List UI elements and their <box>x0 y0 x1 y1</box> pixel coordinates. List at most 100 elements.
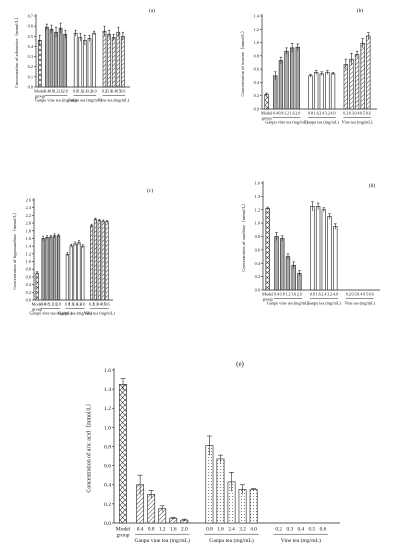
model-bar <box>119 384 127 524</box>
group-name: Ganpu vine tea (mg/mL) <box>265 120 308 125</box>
x-tick-label: 4.0 <box>92 89 97 94</box>
x-tick-label: 1.6 <box>291 292 296 297</box>
model-bar <box>265 208 270 291</box>
y-tick-label: 1.0 <box>104 425 111 431</box>
y-tick-label: 0.6 <box>104 464 111 470</box>
x-tick-label: 0.3 <box>349 111 354 116</box>
chart-panel: (e) 0.0 0.2 0.4 0.6 0.8 1.0 1.2 1.4 1.6 Concentrat… <box>85 360 340 544</box>
y-tick-label: 0.8 <box>255 234 260 239</box>
y-tick-label: 0.6 <box>26 274 32 279</box>
x-tick-label: 3.2 <box>327 292 332 297</box>
bar <box>315 206 321 291</box>
model-group-label: group <box>262 115 272 120</box>
bar <box>97 220 101 301</box>
chart-panel: (d) 0.0 0.2 0.4 0.6 0.8 1.0 1.2 1.4 1.6 Concentrat… <box>241 181 380 306</box>
y-tick-label: 1.8 <box>26 228 31 233</box>
x-tick-label: 4.0 <box>250 526 257 532</box>
bar <box>73 32 78 88</box>
y-tick-label: 0.5 <box>28 34 33 39</box>
y-tick-label: 0.8 <box>26 267 31 272</box>
bar <box>325 72 330 110</box>
x-tick-label: 0.4 <box>137 526 144 532</box>
bar <box>147 494 156 524</box>
group-name: Vine tea (mg/mL) <box>344 301 375 306</box>
x-tick-label: 0.4 <box>44 89 49 94</box>
x-tick-label: 2.4 <box>228 526 235 532</box>
y-tick-label: 0.8 <box>104 444 111 450</box>
x-tick-label: 2.4 <box>82 89 87 94</box>
bar <box>278 60 284 110</box>
y-tick-label: 1.2 <box>104 406 111 412</box>
bar <box>49 28 54 88</box>
x-tick-label: 2.0 <box>63 89 68 94</box>
panel-label: (e) <box>236 360 244 368</box>
y-tick-label: 0.2 <box>26 290 31 295</box>
bar <box>360 42 365 110</box>
bar <box>49 236 53 301</box>
bar <box>53 235 57 301</box>
x-tick-label: 3.2 <box>76 302 81 307</box>
x-tick-label: 0.8 <box>308 111 313 116</box>
bar <box>280 238 285 291</box>
x-tick-label: 0.5 <box>363 292 368 297</box>
x-tick-label: 0.2 <box>89 302 94 307</box>
x-tick-label: 1.2 <box>159 526 166 532</box>
bar <box>105 221 109 301</box>
bar <box>343 64 348 110</box>
y-tick-label: 2.2 <box>26 213 31 218</box>
y-tick-label: 1.6 <box>255 181 261 186</box>
group-name: Ganpu vine tea (mg/mL) <box>267 301 310 306</box>
x-tick-label: 0.6 <box>104 302 109 307</box>
x-tick-label: 1.6 <box>69 302 74 307</box>
x-tick-label: 0.5 <box>360 111 365 116</box>
x-tick-label: 0.8 <box>73 89 78 94</box>
y-tick-label: 0.4 <box>255 261 261 266</box>
x-tick-label: 0.5 <box>116 89 121 94</box>
group-name: Ganpu vine tea (mg/mL) <box>134 537 190 544</box>
y-tick-label: 2.4 <box>26 205 32 210</box>
bar <box>69 245 73 301</box>
bar <box>78 36 83 88</box>
y-tick-label: 1.6 <box>104 368 111 374</box>
bar <box>291 264 296 291</box>
model-bar <box>264 94 269 110</box>
x-tick-label: 2.0 <box>295 111 300 116</box>
y-tick-label: 0.0 <box>104 521 111 527</box>
y-axis-label: Concentration of inosine（mmol/L） <box>240 29 245 97</box>
y-axis-label: Concentration of xanthine（mmol/L） <box>241 201 246 272</box>
x-tick-label: 0.8 <box>148 526 155 532</box>
chart-panel: (a)0.00.10.20.30.40.50.60.7Concentration… <box>14 7 155 103</box>
y-tick-label: 0.1 <box>28 74 33 79</box>
chart-panel: (b) 0.0 0.2 0.4 0.6 0.8 1.0 1.2 1.4 Concentration… <box>240 7 377 125</box>
x-tick-label: 1.6 <box>316 292 321 297</box>
bar <box>205 445 214 524</box>
y-tick-label: 0.8 <box>254 53 259 58</box>
bar <box>327 216 332 291</box>
bar <box>45 26 49 88</box>
panel-label: (c) <box>147 187 153 194</box>
x-tick-label: 0.8 <box>310 292 315 297</box>
model-group-label: group <box>263 296 273 301</box>
x-tick-label: 0.8 <box>65 302 70 307</box>
x-tick-label: 0.2 <box>275 526 282 532</box>
x-tick-label: 0.4 <box>41 302 46 307</box>
x-tick-label: 1.2 <box>48 302 53 307</box>
model-group-label: Model <box>34 89 46 94</box>
bar <box>238 489 247 524</box>
bar <box>77 242 81 301</box>
y-tick-label: 0.0 <box>26 298 31 303</box>
model-bar <box>35 272 39 301</box>
x-tick-label: 1.6 <box>170 526 177 532</box>
y-tick-label: 0.0 <box>255 288 260 293</box>
model-group-label: group <box>32 306 42 311</box>
bar <box>107 33 111 88</box>
y-tick-label: 0.0 <box>28 85 33 90</box>
y-tick-label: 1.0 <box>255 221 260 226</box>
x-tick-label: 1.2 <box>284 111 289 116</box>
x-tick-label: 0.2 <box>343 111 348 116</box>
chart-panel: (c)0.00.20.40.60.81.01.21.41.61.82.02.22… <box>12 187 153 316</box>
bar <box>354 54 360 110</box>
bar <box>93 218 98 301</box>
x-tick-label: 4.0 <box>330 111 335 116</box>
